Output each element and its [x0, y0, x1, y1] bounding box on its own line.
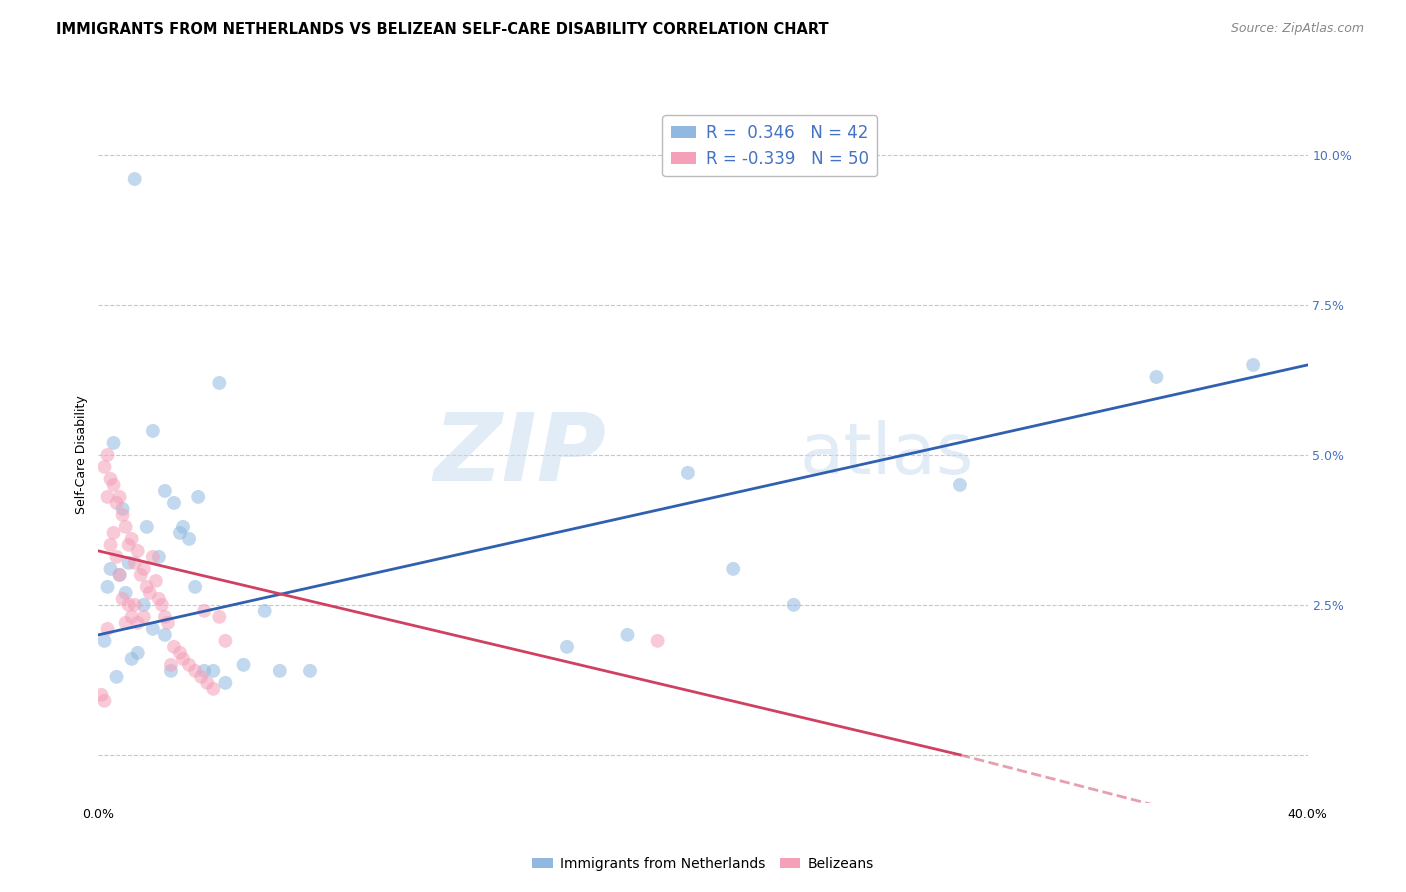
Point: [132, 610, 155, 624]
Point: [127, 646, 149, 660]
Point: [96, 448, 118, 462]
Point: [93, 459, 115, 474]
Point: [132, 562, 155, 576]
Point: [190, 670, 212, 684]
Point: [555, 640, 578, 654]
Point: [139, 586, 162, 600]
Point: [100, 472, 122, 486]
Point: [949, 478, 972, 492]
Point: [184, 580, 207, 594]
Point: [100, 562, 122, 576]
Point: [121, 652, 143, 666]
Point: [202, 681, 225, 696]
Point: [129, 567, 152, 582]
Point: [124, 556, 146, 570]
Legend: Immigrants from Netherlands, Belizeans: Immigrants from Netherlands, Belizeans: [527, 851, 879, 876]
Point: [96, 580, 118, 594]
Point: [195, 676, 218, 690]
Point: [723, 562, 745, 576]
Point: [118, 598, 141, 612]
Point: [153, 610, 176, 624]
Point: [124, 598, 146, 612]
Point: [114, 520, 136, 534]
Point: [202, 664, 225, 678]
Point: [179, 657, 201, 672]
Point: [105, 496, 128, 510]
Point: [103, 525, 125, 540]
Point: [135, 580, 157, 594]
Point: [108, 567, 131, 582]
Point: [232, 657, 254, 672]
Point: [169, 525, 191, 540]
Point: [111, 502, 134, 516]
Point: [187, 490, 209, 504]
Point: [100, 538, 122, 552]
Point: [108, 567, 131, 582]
Point: [127, 615, 149, 630]
Point: [111, 591, 134, 606]
Point: [208, 610, 231, 624]
Point: [193, 664, 215, 678]
Point: [208, 376, 231, 390]
Text: atlas: atlas: [800, 420, 974, 490]
Point: [108, 490, 131, 504]
Point: [121, 610, 143, 624]
Point: [118, 538, 141, 552]
Text: ZIP: ZIP: [433, 409, 606, 501]
Point: [105, 549, 128, 564]
Point: [124, 172, 146, 186]
Point: [163, 640, 186, 654]
Point: [93, 694, 115, 708]
Point: [148, 591, 170, 606]
Point: [783, 598, 806, 612]
Point: [111, 508, 134, 522]
Point: [153, 628, 176, 642]
Point: [172, 520, 194, 534]
Point: [156, 615, 179, 630]
Point: [676, 466, 699, 480]
Point: [118, 556, 141, 570]
Point: [121, 532, 143, 546]
Point: [214, 676, 236, 690]
Point: [172, 652, 194, 666]
Point: [132, 598, 155, 612]
Point: [127, 544, 149, 558]
Point: [114, 586, 136, 600]
Point: [145, 574, 167, 588]
Point: [96, 622, 118, 636]
Point: [616, 628, 638, 642]
Point: [153, 483, 176, 498]
Text: Source: ZipAtlas.com: Source: ZipAtlas.com: [1230, 22, 1364, 36]
Point: [214, 633, 236, 648]
Point: [96, 490, 118, 504]
Point: [105, 670, 128, 684]
Point: [114, 615, 136, 630]
Point: [150, 598, 173, 612]
Point: [103, 436, 125, 450]
Legend: R =  0.346   N = 42, R = -0.339   N = 50: R = 0.346 N = 42, R = -0.339 N = 50: [662, 115, 877, 177]
Point: [142, 424, 165, 438]
Point: [160, 657, 183, 672]
Point: [1241, 358, 1264, 372]
Point: [148, 549, 170, 564]
Point: [163, 496, 186, 510]
Point: [193, 604, 215, 618]
Point: [135, 520, 157, 534]
Point: [179, 532, 201, 546]
Point: [160, 664, 183, 678]
Point: [269, 664, 291, 678]
Y-axis label: Self-Care Disability: Self-Care Disability: [75, 395, 89, 515]
Point: [299, 664, 322, 678]
Point: [253, 604, 276, 618]
Point: [142, 622, 165, 636]
Point: [169, 646, 191, 660]
Point: [647, 633, 669, 648]
Point: [1144, 370, 1167, 384]
Point: [93, 633, 115, 648]
Text: IMMIGRANTS FROM NETHERLANDS VS BELIZEAN SELF-CARE DISABILITY CORRELATION CHART: IMMIGRANTS FROM NETHERLANDS VS BELIZEAN …: [56, 22, 830, 37]
Point: [184, 664, 207, 678]
Point: [103, 478, 125, 492]
Point: [142, 549, 165, 564]
Point: [90, 688, 112, 702]
